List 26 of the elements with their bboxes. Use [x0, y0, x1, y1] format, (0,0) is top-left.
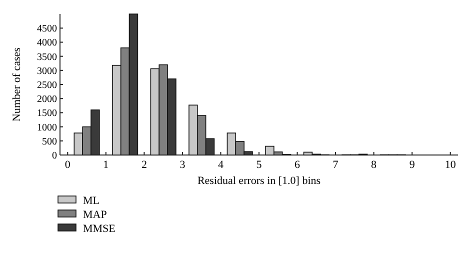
legend-label: MAP: [83, 208, 107, 221]
x-tick-label: 0: [64, 159, 71, 171]
x-tick-label: 5: [256, 159, 262, 171]
x-tick-label: 9: [409, 159, 416, 171]
x-tick-label: 6: [294, 159, 301, 171]
x-tick-label: 7: [332, 159, 339, 171]
x-axis-title: Residual errors in [1.0] bins: [197, 175, 321, 187]
y-tick-label: 1500: [37, 108, 57, 120]
x-tick-label: 1: [103, 159, 109, 171]
x-tick-label: 8: [371, 159, 378, 171]
y-tick-label: 4000: [37, 38, 57, 49]
x-tick-label: 10: [444, 159, 456, 171]
y-tick-label: 2500: [37, 80, 57, 91]
legend-label: MMSE: [83, 222, 116, 235]
y-tick-label: 4500: [37, 24, 57, 35]
x-tick-label: 4: [218, 159, 224, 171]
y-axis-title: Number of cases: [11, 48, 23, 122]
y-tick-label: 3500: [37, 52, 57, 63]
x-tick-label: 3: [180, 159, 186, 171]
legend-label: ML: [83, 194, 100, 207]
y-tick-label: 2000: [37, 94, 57, 106]
y-tick-label: 500: [42, 136, 57, 148]
y-tick-label: 0: [52, 150, 57, 162]
y-tick-label: 1000: [37, 122, 57, 134]
x-tick-label: 2: [141, 159, 147, 171]
y-tick-label: 3000: [37, 66, 57, 77]
